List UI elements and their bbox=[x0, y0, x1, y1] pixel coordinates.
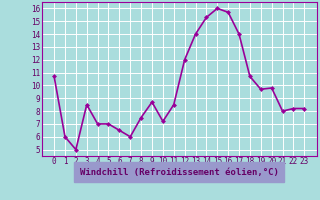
X-axis label: Windchill (Refroidissement éolien,°C): Windchill (Refroidissement éolien,°C) bbox=[80, 168, 279, 177]
